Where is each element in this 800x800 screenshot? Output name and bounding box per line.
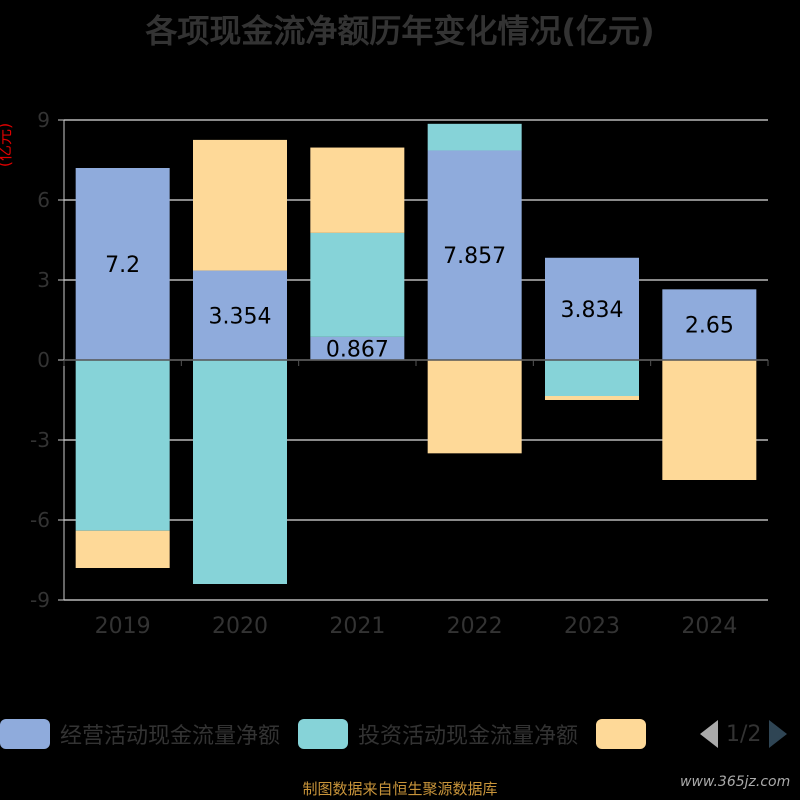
legend-swatch-investing <box>298 719 349 749</box>
legend-pager: 1/2 <box>700 716 788 752</box>
data-label: 7.857 <box>443 244 506 269</box>
y-tick-label: 0 <box>37 348 50 372</box>
bar <box>75 360 170 531</box>
y-tick-label: -9 <box>30 588 50 612</box>
bar <box>427 360 522 454</box>
x-tick-label: 2024 <box>681 614 737 639</box>
data-label: 3.834 <box>561 298 624 323</box>
bar <box>427 150 522 360</box>
bar <box>545 360 639 396</box>
x-tick-label: 2023 <box>564 614 620 639</box>
data-label: 7.2 <box>105 253 140 278</box>
data-label: 0.867 <box>326 337 389 362</box>
x-tick-label: 2022 <box>447 614 503 639</box>
x-tick-label: 2019 <box>95 614 151 639</box>
watermark: www.365jz.com <box>680 774 791 790</box>
legend: 经营活动现金流量净额 投资活动现金流量净额 <box>0 716 674 752</box>
bar <box>310 232 405 337</box>
bar <box>193 360 287 584</box>
bar <box>662 289 757 360</box>
data-label: 2.65 <box>685 314 734 339</box>
bar <box>545 396 639 400</box>
bar <box>662 360 757 480</box>
data-label: 3.354 <box>209 304 272 329</box>
legend-item-third[interactable] <box>596 719 656 749</box>
bar <box>193 139 287 271</box>
legend-item-operating[interactable]: 经营活动现金流量净额 <box>0 718 280 750</box>
legend-swatch-operating <box>0 719 50 749</box>
legend-prev-icon[interactable] <box>700 720 718 748</box>
legend-page-indicator: 1/2 <box>726 721 762 747</box>
legend-label-investing: 投资活动现金流量净额 <box>358 724 579 749</box>
chart-title: 各项现金流净额历年变化情况(亿元) <box>145 12 655 50</box>
y-tick-label: -6 <box>30 508 50 532</box>
y-tick-label: 3 <box>37 268 50 292</box>
bar <box>75 168 170 360</box>
legend-label-operating: 经营活动现金流量净额 <box>60 724 281 749</box>
legend-next-icon[interactable] <box>769 720 788 748</box>
y-tick-label: 6 <box>37 188 50 212</box>
x-tick-label: 2021 <box>329 614 385 639</box>
bar <box>75 530 170 568</box>
bar <box>427 123 522 151</box>
bar <box>545 257 639 360</box>
y-tick-label: 9 <box>37 108 50 132</box>
y-axis-label: (亿元) <box>0 123 14 168</box>
bar <box>310 147 405 233</box>
bar <box>193 270 287 360</box>
y-tick-label: -3 <box>30 428 50 452</box>
legend-swatch-third <box>596 719 647 749</box>
source-note: 制图数据来自恒生聚源数据库 <box>302 780 498 798</box>
x-tick-label: 2020 <box>212 614 268 639</box>
legend-item-investing[interactable]: 投资活动现金流量净额 <box>298 718 578 750</box>
bar <box>310 336 405 360</box>
